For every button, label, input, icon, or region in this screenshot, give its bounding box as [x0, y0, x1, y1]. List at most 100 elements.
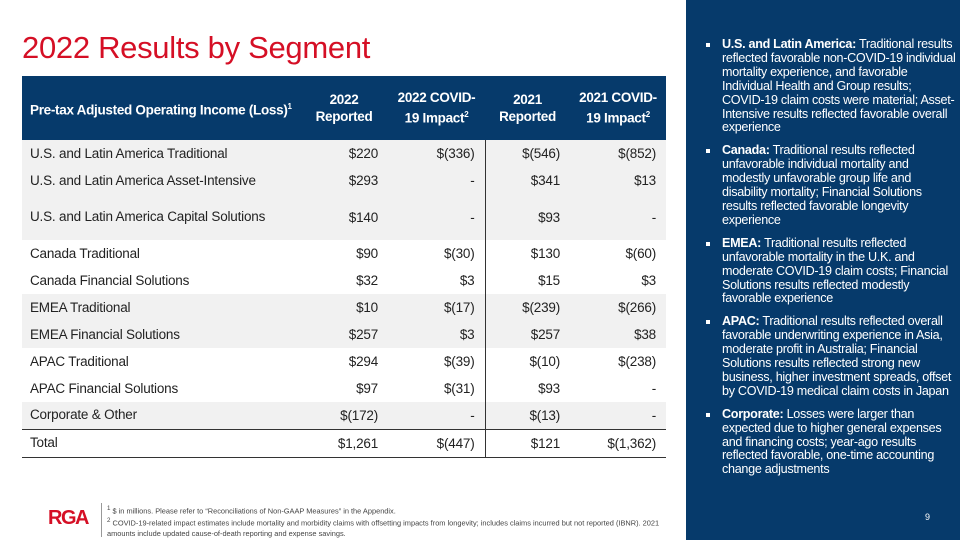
- cell-value: $1,261: [300, 428, 388, 458]
- table-row: U.S. and Latin America Asset-Intensive $2…: [22, 167, 666, 194]
- table-row: Canada Financial Solutions $32 $3 $15 $3: [22, 267, 666, 294]
- commentary-item: EMEA: Traditional results reflected unfa…: [706, 235, 956, 307]
- footnote-1: 1 $ in millions. Please refer to “Reconc…: [107, 505, 396, 516]
- commentary-text: Traditional results reflected unfavorabl…: [722, 235, 948, 306]
- table-row: EMEA Traditional $10 $(17) $(239) $(266): [22, 294, 666, 321]
- cell-value: $(546): [485, 140, 570, 167]
- commentary-text: Traditional results reflected unfavorabl…: [722, 143, 922, 227]
- row-label: Corporate & Other: [22, 402, 300, 429]
- row-label: U.S. and Latin America Capital Solutions: [22, 194, 300, 240]
- commentary-heading: Corporate:: [722, 406, 784, 421]
- row-label: EMEA Traditional: [22, 294, 300, 321]
- bullet-icon: [706, 241, 710, 246]
- page-number: 9: [925, 512, 931, 522]
- cell-value: -: [388, 402, 486, 429]
- cell-value: $(266): [570, 294, 666, 321]
- cell-value: $3: [641, 273, 656, 288]
- segment-results-table: Pre-tax Adjusted Operating Income (Loss)…: [22, 76, 666, 458]
- cell-value: $257: [300, 321, 388, 348]
- bullet-icon: [706, 43, 710, 47]
- bullet-icon: [706, 149, 710, 154]
- cell-value: $(60): [625, 246, 656, 261]
- cell-value: $(1,362): [570, 428, 666, 458]
- cell-value: -: [570, 194, 666, 240]
- col-header-2022-reported: 2022 Reported: [300, 76, 388, 140]
- commentary-heading: U.S. and Latin America:: [722, 37, 856, 51]
- cell-value: $(39): [388, 348, 486, 375]
- cell-value: $(13): [485, 402, 570, 429]
- row-label: EMEA Financial Solutions: [22, 321, 300, 348]
- cell-value: $93: [538, 381, 560, 396]
- commentary-list: U.S. and Latin America: Traditional resu…: [706, 37, 956, 486]
- cell-value: $(30): [388, 240, 486, 267]
- footnotes: 1 $ in millions. Please refer to “Reconc…: [107, 504, 667, 539]
- bullet-icon: [706, 412, 710, 417]
- cell-value: $32: [356, 273, 378, 288]
- row-label: Canada Financial Solutions: [30, 272, 190, 288]
- cell-value: $294: [348, 354, 378, 369]
- cell-value: $38: [570, 321, 666, 348]
- cell-value: $(172): [300, 402, 388, 429]
- cell-value: $97: [356, 381, 378, 396]
- row-label: APAC Financial Solutions: [30, 380, 179, 396]
- row-label: APAC Traditional: [30, 353, 129, 369]
- commentary-item: Canada: Traditional results reflected un…: [706, 143, 956, 227]
- footer-divider: [101, 503, 102, 537]
- table-row: EMEA Financial Solutions $257 $3 $257 $38: [22, 321, 666, 348]
- cell-value: -: [570, 402, 666, 429]
- commentary-heading: EMEA:: [722, 235, 762, 250]
- cell-value: -: [388, 167, 486, 194]
- col-header-2021-covid: 2021 COVID-19 Impact2: [570, 76, 666, 140]
- cell-value: $140: [300, 194, 388, 240]
- table-row: APAC Traditional $294 $(39) $(10) $(238): [22, 348, 666, 375]
- row-label: U.S. and Latin America Asset-Intensive: [22, 167, 300, 194]
- commentary-panel: U.S. and Latin America: Traditional resu…: [686, 0, 960, 540]
- total-row: Total $1,261 $(447) $121 $(1,362): [22, 428, 666, 458]
- row-label: Canada Traditional: [30, 245, 140, 261]
- cell-value: $3: [388, 267, 486, 294]
- cell-value: $(238): [618, 354, 656, 369]
- cell-value: $257: [485, 321, 570, 348]
- rga-logo: RGA: [48, 507, 89, 529]
- cell-value: -: [651, 381, 656, 396]
- cell-value: $(852): [570, 140, 666, 167]
- row-label: U.S. and Latin America Traditional: [22, 140, 300, 167]
- cell-value: $15: [538, 273, 560, 288]
- cell-value: $(447): [388, 428, 486, 458]
- commentary-item: Corporate: Losses were larger than expec…: [706, 406, 956, 478]
- cell-value: $90: [356, 246, 378, 261]
- commentary-text: Traditional results reflected favorable …: [722, 37, 956, 135]
- commentary-text: Losses were larger than expected due to …: [722, 406, 942, 477]
- bullet-icon: [706, 320, 710, 325]
- cell-value: $(31): [388, 375, 486, 402]
- commentary-item: APAC: Traditional results reflected over…: [706, 314, 956, 398]
- commentary-item: U.S. and Latin America: Traditional resu…: [706, 37, 956, 135]
- cell-value: $3: [388, 321, 486, 348]
- commentary-heading: Canada:: [722, 143, 770, 158]
- table-header-row: Pre-tax Adjusted Operating Income (Loss)…: [22, 76, 666, 140]
- cell-value: $(336): [388, 140, 486, 167]
- cell-value: $10: [300, 294, 388, 321]
- commentary-heading: APAC:: [722, 314, 760, 329]
- col-header-2021-reported: 2021 Reported: [485, 76, 570, 140]
- commentary-text: Traditional results reflected overall fa…: [722, 314, 952, 398]
- footnote-2: 2 COVID-19-related impact estimates incl…: [107, 517, 660, 538]
- col-header-2022-covid: 2022 COVID-19 Impact2: [388, 76, 485, 140]
- cell-value: $(10): [529, 354, 560, 369]
- col-header-label: Pre-tax Adjusted Operating Income (Loss)…: [22, 76, 300, 140]
- cell-value: -: [388, 194, 486, 240]
- table-row: Canada Traditional $90 $(30) $130 $(60): [22, 240, 666, 267]
- cell-value: $293: [300, 167, 388, 194]
- cell-value: $93: [485, 194, 570, 240]
- cell-value: $(17): [388, 294, 486, 321]
- cell-value: $(239): [485, 294, 570, 321]
- cell-value: $341: [485, 167, 570, 194]
- cell-value: $13: [570, 167, 666, 194]
- page-title: 2022 Results by Segment: [22, 30, 371, 65]
- table-row: U.S. and Latin America Traditional $220 $(…: [22, 140, 666, 167]
- cell-value: $130: [530, 246, 560, 261]
- table-row: U.S. and Latin America Capital Solutions…: [22, 194, 666, 240]
- table-row: Corporate & Other $(172) - $(13) -: [22, 402, 666, 429]
- row-label: Total: [22, 428, 300, 458]
- cell-value: $121: [485, 428, 570, 458]
